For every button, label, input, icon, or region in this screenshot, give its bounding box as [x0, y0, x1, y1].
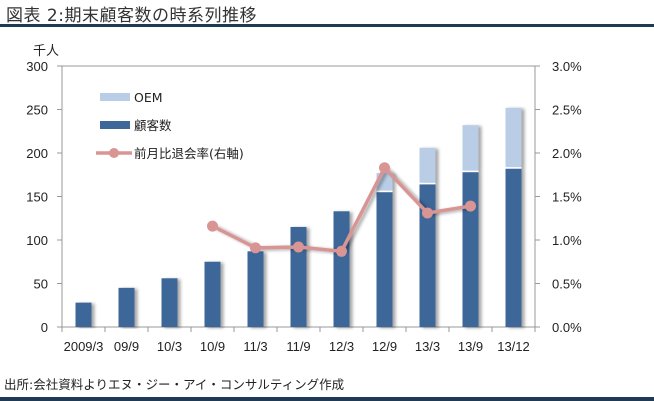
left-tick-label: 50	[34, 277, 48, 292]
line-point	[336, 245, 347, 257]
x-tick-label: 11/3	[243, 339, 267, 354]
bar-oem	[419, 147, 436, 183]
right-tick-label: 2.5%	[552, 103, 582, 118]
left-tick-label: 250	[26, 103, 48, 118]
bar-stack	[204, 261, 221, 327]
legend-label-customers: 顧客数	[134, 118, 172, 133]
source-note: 出所:会社資料よりエヌ・ジー・アイ・コンサルティング作成	[4, 377, 345, 392]
line-point	[293, 241, 304, 253]
bar-customers	[376, 192, 393, 327]
x-tick-label: 12/3	[329, 339, 354, 354]
line-series	[207, 162, 476, 257]
bar-stack	[247, 251, 264, 327]
bar-customers	[204, 261, 221, 327]
line-point	[465, 200, 476, 212]
bar-oem	[462, 125, 479, 171]
x-tick-label: 13/12	[497, 339, 530, 354]
legend-swatch-oem	[100, 93, 130, 101]
legend-swatch-customers	[100, 121, 130, 129]
legend-label-churn: 前月比退会率(右軸)	[134, 146, 244, 161]
bar-stack	[75, 302, 92, 327]
figure-title: 図表 2:期末顧客数の時系列推移	[6, 6, 257, 26]
left-tick-label: 200	[26, 146, 48, 161]
bar-customers	[333, 211, 350, 327]
bar-customers	[419, 184, 436, 327]
right-tick-label: 3.0%	[552, 59, 582, 74]
axes: 0 50 100 150 200 250 300 0.0% 0.5% 1.0% 1.5% 2.0% 2.…	[26, 59, 582, 354]
left-tick-label: 300	[26, 59, 48, 74]
line-point	[250, 242, 261, 254]
y-axis-unit-label: 千人	[33, 44, 60, 59]
bar-customers	[75, 302, 92, 327]
x-tick-label: 09/9	[114, 339, 139, 354]
bar-customers	[505, 168, 522, 327]
left-tick-label: 100	[26, 233, 48, 248]
right-tick-label: 1.0%	[552, 233, 582, 248]
x-tick-label: 13/9	[458, 339, 483, 354]
x-tick-label: 13/3	[415, 339, 440, 354]
left-tick-label: 150	[26, 190, 48, 205]
bar-stack	[333, 211, 350, 327]
legend-label-oem: OEM	[134, 90, 163, 105]
right-tick-label: 1.5%	[552, 190, 582, 205]
line-point	[207, 220, 218, 232]
line-point	[422, 207, 433, 219]
bar-customers	[161, 278, 178, 327]
left-tick-label: 0	[41, 320, 48, 335]
x-tick-label: 10/3	[157, 339, 182, 354]
x-tick-label: 2009/3	[64, 339, 104, 354]
bar-stack	[462, 125, 479, 327]
line-point	[379, 162, 390, 174]
right-tick-label: 0.0%	[552, 320, 582, 335]
bar-oem	[505, 107, 522, 168]
x-tick-label: 12/9	[372, 339, 397, 354]
bar-customers	[290, 226, 307, 327]
legend-swatch-marker	[109, 148, 119, 158]
bar-customers	[247, 251, 264, 327]
bar-stack	[419, 147, 436, 327]
x-tick-label: 10/9	[200, 339, 225, 354]
right-tick-label: 2.0%	[552, 146, 582, 161]
title-underline	[0, 24, 654, 27]
bar-customers	[462, 172, 479, 327]
bars	[75, 107, 522, 327]
bar-stack	[376, 173, 393, 327]
bar-stack	[505, 107, 522, 327]
right-tick-label: 0.5%	[552, 277, 582, 292]
bottom-rule	[0, 397, 654, 401]
x-tick-label: 11/9	[286, 339, 310, 354]
bar-customers	[118, 287, 135, 327]
bar-stack	[290, 226, 307, 327]
bar-stack	[118, 287, 135, 327]
bar-stack	[161, 278, 178, 327]
